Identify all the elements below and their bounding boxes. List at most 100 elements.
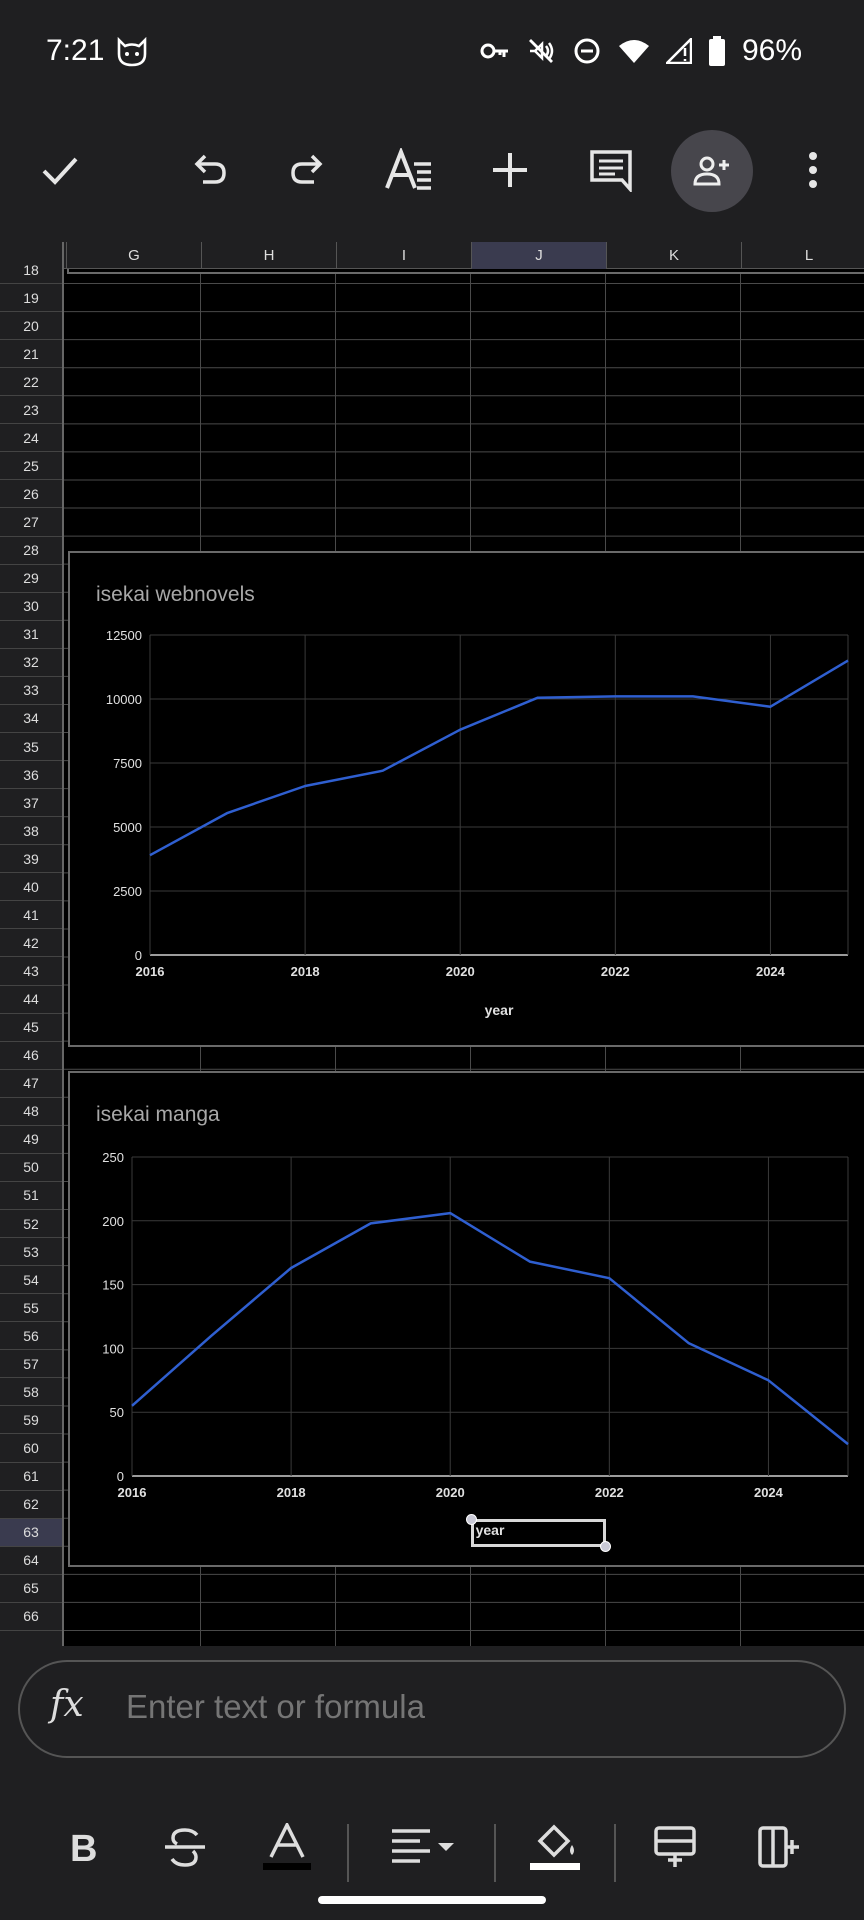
y-tick-label: 7500 <box>113 756 142 771</box>
text-format-button[interactable] <box>369 130 449 210</box>
row-header-46[interactable]: 46 <box>0 1042 62 1070</box>
row-header-36[interactable]: 36 <box>0 761 62 790</box>
selection-handle[interactable] <box>466 1513 477 1525</box>
column-header-K[interactable]: K <box>606 242 741 269</box>
row-header-22[interactable]: 22 <box>0 368 62 397</box>
text-color-button[interactable] <box>252 1812 322 1882</box>
row-header-19[interactable]: 19 <box>0 284 62 313</box>
row-header-38[interactable]: 38 <box>0 817 62 846</box>
row-header-39[interactable]: 39 <box>0 845 62 874</box>
row-header-52[interactable]: 52 <box>0 1210 62 1239</box>
vibrate-off-icon <box>528 39 554 63</box>
row-header-54[interactable]: 54 <box>0 1266 62 1295</box>
row-header-58[interactable]: 58 <box>0 1378 62 1407</box>
wifi-icon <box>618 40 649 63</box>
x-axis-label: year <box>485 1002 514 1018</box>
cell-grid[interactable]: isekai webnovels 0 2500 5000 7500 10000 12500 2… <box>64 269 864 1646</box>
row-header-21[interactable]: 21 <box>0 340 62 369</box>
row-header-65[interactable]: 65 <box>0 1575 62 1603</box>
row-header-34[interactable]: 34 <box>0 705 62 733</box>
row-header-28[interactable]: 28 <box>0 537 62 565</box>
redo-button[interactable] <box>268 130 348 210</box>
row-header-64[interactable]: 64 <box>0 1547 62 1575</box>
x-tick-label: 2022 <box>601 964 630 979</box>
formula-input[interactable] <box>126 1688 816 1726</box>
insert-row-button[interactable] <box>640 1812 710 1882</box>
status-time: 7:21 <box>46 34 105 67</box>
row-header-23[interactable]: 23 <box>0 396 62 425</box>
column-header-J[interactable]: J <box>471 242 606 269</box>
row-header-56[interactable]: 56 <box>0 1322 62 1351</box>
row-header-59[interactable]: 59 <box>0 1406 62 1435</box>
chart-2[interactable]: isekai manga 0 50 100 150 200 250 2016 2018 2020 2… <box>68 1071 864 1567</box>
chart-title: isekai manga <box>96 1103 220 1126</box>
row-header-66[interactable]: 66 <box>0 1603 62 1631</box>
selected-cell[interactable] <box>471 1518 606 1547</box>
status-bar: 7:21 96% <box>0 0 864 100</box>
row-header-30[interactable]: 30 <box>0 593 62 621</box>
check-button[interactable] <box>20 130 100 210</box>
column-header-I[interactable]: I <box>336 242 471 269</box>
strikethrough-button[interactable] <box>150 1812 220 1882</box>
row-header-31[interactable]: 31 <box>0 621 62 649</box>
insert-row-icon <box>654 1826 696 1867</box>
row-header-43[interactable]: 43 <box>0 958 62 986</box>
row-header-55[interactable]: 55 <box>0 1294 62 1323</box>
row-header-33[interactable]: 33 <box>0 677 62 705</box>
row-header-51[interactable]: 51 <box>0 1182 62 1210</box>
x-tick-label: 2020 <box>446 964 475 979</box>
align-button[interactable] <box>385 1812 465 1882</box>
row-header-44[interactable]: 44 <box>0 986 62 1014</box>
row-header-32[interactable]: 32 <box>0 649 62 677</box>
row-header-45[interactable]: 45 <box>0 1014 62 1042</box>
row-header-49[interactable]: 49 <box>0 1126 62 1154</box>
bold-icon: B <box>70 1829 97 1865</box>
row-header-53[interactable]: 53 <box>0 1238 62 1267</box>
row-header-35[interactable]: 35 <box>0 733 62 762</box>
row-header-63[interactable]: 63 <box>0 1518 62 1547</box>
chart-title: isekai webnovels <box>96 583 255 606</box>
y-tick-label: 10000 <box>106 692 142 707</box>
row-header-62[interactable]: 62 <box>0 1491 62 1519</box>
add-button[interactable] <box>470 130 550 210</box>
row-header-18[interactable]: 18 <box>0 256 62 284</box>
chart-above-edge <box>67 269 864 274</box>
column-header-L[interactable]: L <box>741 242 864 269</box>
redo-icon <box>291 154 323 184</box>
row-header-27[interactable]: 27 <box>0 509 62 537</box>
row-header-37[interactable]: 37 <box>0 789 62 818</box>
insert-column-button[interactable] <box>744 1812 814 1882</box>
row-header-20[interactable]: 20 <box>0 312 62 341</box>
share-button[interactable] <box>671 130 753 212</box>
row-header-50[interactable]: 50 <box>0 1154 62 1182</box>
column-header-G[interactable]: G <box>66 242 201 269</box>
row-header-24[interactable]: 24 <box>0 424 62 453</box>
select-all-corner[interactable] <box>0 242 64 269</box>
row-header-29[interactable]: 29 <box>0 565 62 593</box>
row-header-26[interactable]: 26 <box>0 480 62 509</box>
chart-1[interactable]: isekai webnovels 0 2500 5000 7500 10000 12500 2… <box>68 551 864 1047</box>
row-header-41[interactable]: 41 <box>0 901 62 930</box>
row-header-57[interactable]: 57 <box>0 1350 62 1379</box>
row-header-60[interactable]: 60 <box>0 1435 62 1463</box>
row-header-48[interactable]: 48 <box>0 1098 62 1126</box>
column-header-H[interactable]: H <box>201 242 336 269</box>
x-tick-label: 2016 <box>118 1485 147 1500</box>
row-header-42[interactable]: 42 <box>0 929 62 958</box>
x-tick-label: 2022 <box>595 1485 624 1500</box>
row-header-61[interactable]: 61 <box>0 1463 62 1491</box>
row-header: 18 19 20 21 22 23 24 25 26 27 28 29 30 31 32 33 34 35 36 37… <box>0 262 64 1646</box>
chart-plot: 0 2500 5000 7500 10000 12500 2016 2018 2020 2022 2… <box>106 628 849 1018</box>
undo-button[interactable] <box>169 130 249 210</box>
row-header-40[interactable]: 40 <box>0 873 62 902</box>
bold-button[interactable]: B <box>48 1812 118 1882</box>
selection-handle[interactable] <box>600 1540 611 1552</box>
formula-field[interactable]: fx <box>18 1660 846 1758</box>
comment-button[interactable] <box>571 130 651 210</box>
check-icon <box>42 157 78 185</box>
row-header-25[interactable]: 25 <box>0 452 62 481</box>
more-button[interactable] <box>773 130 853 210</box>
row-header-47[interactable]: 47 <box>0 1070 62 1098</box>
gesture-nav-handle[interactable] <box>318 1896 546 1904</box>
fill-color-button[interactable] <box>520 1812 590 1882</box>
